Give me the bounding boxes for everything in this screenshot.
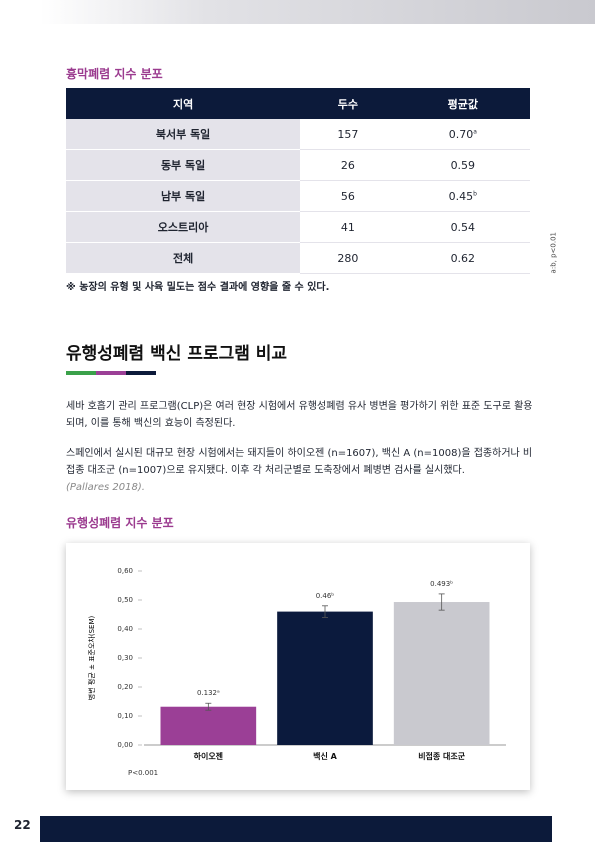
table-cell: 0.70a xyxy=(395,119,530,150)
table-header-cell: 두수 xyxy=(300,88,396,119)
paragraph: 스페인에서 실시된 대규모 현장 시험에서는 돼지들이 하이오젠 (n=1607… xyxy=(66,448,533,476)
y-tick-label: 0,00 xyxy=(117,741,133,749)
table-cell: 0.45b xyxy=(395,180,530,212)
cell-text: 157 xyxy=(337,127,359,141)
bar xyxy=(393,602,490,745)
y-tick-label: 0,50 xyxy=(117,596,133,604)
citation: (Pallares 2018). xyxy=(66,482,145,493)
table-cell: 280 xyxy=(300,242,396,274)
table: 지역 두수 평균값 북서부 독일 157 0.70a 동부 독일 26 0.59 남부 독일 56… xyxy=(66,88,530,274)
table-cell: 41 xyxy=(300,211,396,243)
x-tick-label: 하이오젠 xyxy=(194,751,223,761)
cell-text: 56 xyxy=(340,189,355,203)
table-cell: 26 xyxy=(300,149,396,181)
chart-card: 병변 평균 ± 표준오차(SEM) P<0.001 0,00 0,10 0,20 0,… xyxy=(66,543,530,790)
table-cell: 전체 xyxy=(66,242,301,274)
y-tick-label: 0,40 xyxy=(117,625,133,633)
table-row: 전체 280 0.62 xyxy=(66,242,530,274)
accent-bar xyxy=(126,371,156,375)
header-bar xyxy=(40,0,595,24)
y-tick-label: 0,60 xyxy=(117,567,133,575)
table-cell: 157 xyxy=(300,119,396,150)
value-label: 0.132ᵃ xyxy=(197,689,220,697)
accent-bar xyxy=(96,371,126,375)
cell-text: 0.45 xyxy=(448,189,474,203)
cell-text: 26 xyxy=(340,158,355,172)
cell-text: 0.54 xyxy=(450,220,476,234)
cell-text: 전체 xyxy=(172,252,194,265)
table-header-cell: 지역 xyxy=(66,88,301,119)
table-cell: 0.59 xyxy=(395,149,530,181)
y-tick-label: 0,10 xyxy=(117,712,133,720)
accent-bar xyxy=(66,371,96,375)
superscript: a xyxy=(473,127,477,135)
table-row: 오스트리아 41 0.54 xyxy=(66,211,530,243)
cell-text: 0.70 xyxy=(448,127,474,141)
bar xyxy=(160,706,257,745)
cell-text: 0.59 xyxy=(450,158,476,172)
x-tick-label: 백신 A xyxy=(313,751,338,761)
y-axis-label: 병변 평균 ± 표준오차(SEM) xyxy=(87,616,96,701)
table-cell: 오스트리아 xyxy=(66,211,301,243)
table-row: 북서부 독일 157 0.70a xyxy=(66,119,530,150)
cell-text: 41 xyxy=(340,220,355,234)
table-cell: 0.54 xyxy=(395,211,530,243)
footer-bar xyxy=(40,816,552,842)
heading: 유행성폐렴 백신 프로그램 비교 xyxy=(66,344,288,364)
superscript: b xyxy=(473,189,477,197)
table-cell: 북서부 독일 xyxy=(66,119,301,150)
side-note: a:b, p<0.01 xyxy=(549,232,558,274)
table-header: 지역 두수 평균값 xyxy=(66,88,530,119)
section-title: 흉막폐렴 지수 분포 xyxy=(66,67,163,81)
table-row: 남부 독일 56 0.45b xyxy=(66,180,530,212)
value-label: 0.46ᵇ xyxy=(316,592,335,600)
cell-text: 280 xyxy=(337,251,359,265)
cell-text: 오스트리아 xyxy=(157,221,209,234)
chart: 병변 평균 ± 표준오차(SEM) P<0.001 0,00 0,10 0,20 0,… xyxy=(87,567,506,777)
section-title: 유행성폐렴 지수 분포 xyxy=(66,516,174,530)
cell-text: 동부 독일 xyxy=(160,159,206,172)
table-body: 북서부 독일 157 0.70a 동부 독일 26 0.59 남부 독일 56 0.45b 오스트… xyxy=(66,119,530,274)
table-note: ※ 농장의 유형 및 사육 밀도는 점수 결과에 영향을 줄 수 있다. xyxy=(66,282,330,293)
x-tick-label: 비접종 대조군 xyxy=(418,751,466,761)
table-header-cell: 평균값 xyxy=(395,88,530,119)
table-cell: 남부 독일 xyxy=(66,180,301,212)
table-cell: 0.62 xyxy=(395,242,530,274)
value-label: 0.493ᵇ xyxy=(430,580,453,588)
y-tick-label: 0,20 xyxy=(117,683,133,691)
table-cell: 동부 독일 xyxy=(66,149,301,181)
bar xyxy=(277,611,373,745)
paragraph: 세바 호흡기 관리 프로그램(CLP)은 여러 현장 시험에서 유행성폐렴 유사… xyxy=(66,401,533,429)
page-number: 22 xyxy=(14,818,31,832)
cell-text: 북서부 독일 xyxy=(155,128,211,141)
cell-text: 0.62 xyxy=(450,251,476,265)
chart-footnote: P<0.001 xyxy=(128,769,158,777)
table-row: 동부 독일 26 0.59 xyxy=(66,149,530,181)
y-tick-label: 0,30 xyxy=(117,654,133,662)
cell-text: 남부 독일 xyxy=(160,190,206,203)
table-cell: 56 xyxy=(300,180,396,212)
